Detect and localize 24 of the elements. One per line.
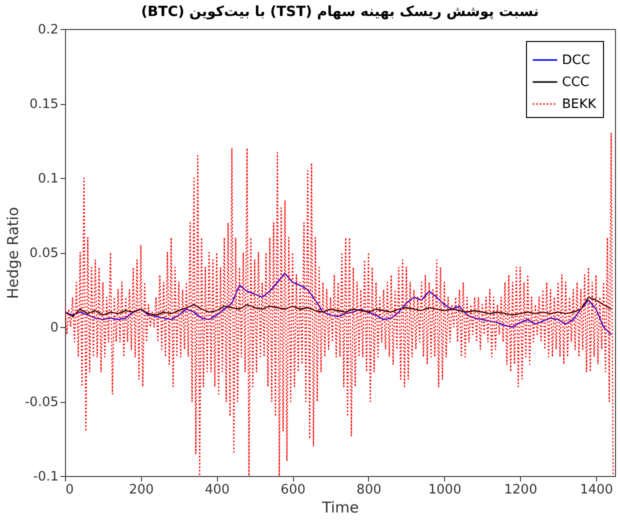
y-tick-label: 0.2 bbox=[38, 22, 58, 38]
y-axis-title: Hedge Ratio bbox=[4, 206, 22, 300]
line-series bbox=[65, 132, 614, 476]
x-tick-label: 1000 bbox=[428, 482, 462, 498]
chart-title: نسبت پوشش ریسک بهینه سهام (TST) با بیت‌کوین (BTC) bbox=[141, 4, 539, 20]
y-tick-label: 0.05 bbox=[30, 246, 58, 261]
x-tick-label: 600 bbox=[280, 482, 306, 498]
x-tick-label: 400 bbox=[204, 482, 230, 498]
legend-label: CCC bbox=[562, 75, 590, 90]
legend-label: BEKK bbox=[562, 97, 597, 112]
x-tick-label: 0 bbox=[66, 482, 74, 498]
legend-label: DCC bbox=[562, 53, 590, 68]
x-tick-label: 800 bbox=[356, 482, 382, 498]
y-tick-label: 0 bbox=[50, 320, 58, 336]
x-tick-label: 200 bbox=[128, 482, 154, 498]
y-tick-label: -0.1 bbox=[33, 470, 58, 484]
line-series bbox=[65, 296, 612, 318]
x-axis-title: Time bbox=[321, 498, 359, 516]
line-series bbox=[65, 272, 612, 336]
y-tick-label: 0.15 bbox=[30, 97, 58, 112]
y-tick-label: 0.1 bbox=[38, 172, 58, 186]
y-tick-label: -0.05 bbox=[24, 395, 58, 410]
x-tick-label: 1400 bbox=[580, 482, 614, 498]
x-tick-label: 1200 bbox=[504, 482, 538, 498]
